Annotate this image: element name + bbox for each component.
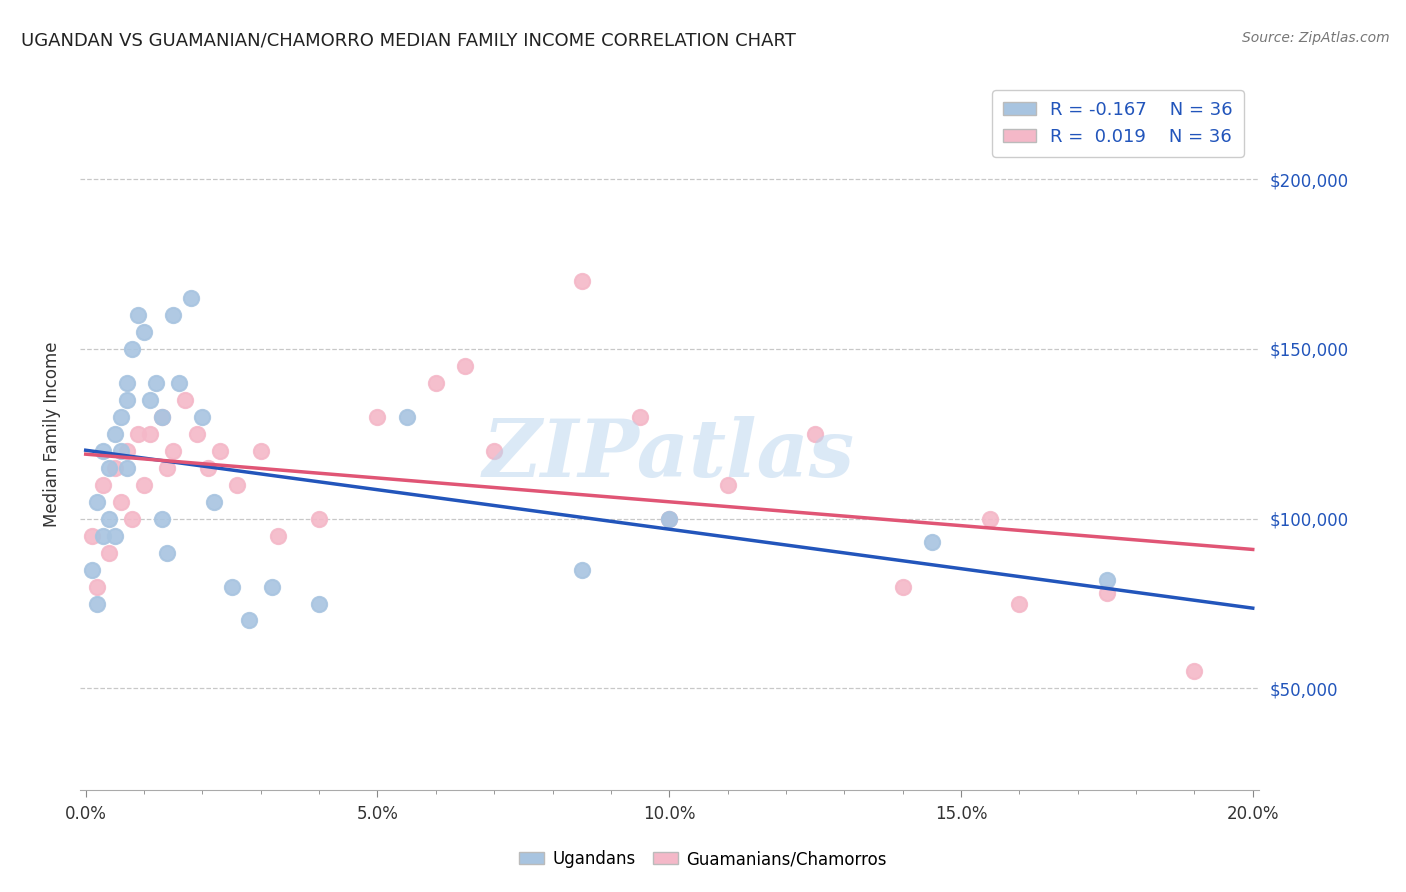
Point bbox=[425, 376, 447, 390]
Point bbox=[366, 409, 388, 424]
Point bbox=[167, 376, 190, 390]
Point bbox=[482, 443, 505, 458]
Point bbox=[571, 563, 593, 577]
Point bbox=[1095, 573, 1118, 587]
Point bbox=[226, 477, 249, 491]
Point bbox=[132, 477, 155, 491]
Point bbox=[91, 477, 114, 491]
Point bbox=[86, 580, 108, 594]
Point bbox=[1182, 665, 1205, 679]
Point bbox=[127, 308, 149, 322]
Point bbox=[115, 392, 138, 407]
Point bbox=[156, 546, 179, 560]
Text: ZIPatlas: ZIPatlas bbox=[484, 417, 855, 494]
Point bbox=[80, 528, 103, 542]
Point bbox=[249, 443, 271, 458]
Point bbox=[308, 511, 330, 525]
Point bbox=[145, 376, 167, 390]
Point bbox=[571, 274, 593, 288]
Point bbox=[891, 580, 914, 594]
Point bbox=[1095, 586, 1118, 600]
Point bbox=[115, 376, 138, 390]
Point bbox=[208, 443, 231, 458]
Point bbox=[104, 426, 127, 441]
Point bbox=[186, 426, 208, 441]
Point bbox=[804, 426, 827, 441]
Point bbox=[658, 511, 681, 525]
Point bbox=[110, 409, 132, 424]
Point bbox=[110, 443, 132, 458]
Point bbox=[628, 409, 651, 424]
Point bbox=[115, 443, 138, 458]
Point bbox=[86, 597, 108, 611]
Point bbox=[156, 460, 179, 475]
Point bbox=[180, 291, 202, 305]
Point bbox=[150, 409, 173, 424]
Point bbox=[454, 359, 477, 373]
Point bbox=[174, 392, 197, 407]
Text: Source: ZipAtlas.com: Source: ZipAtlas.com bbox=[1241, 31, 1389, 45]
Point bbox=[191, 409, 214, 424]
Point bbox=[150, 511, 173, 525]
Point bbox=[395, 409, 418, 424]
Point bbox=[86, 494, 108, 508]
Point bbox=[197, 460, 219, 475]
Point bbox=[139, 426, 162, 441]
Point bbox=[121, 342, 143, 356]
Point bbox=[98, 511, 121, 525]
Point bbox=[202, 494, 225, 508]
Point bbox=[139, 392, 162, 407]
Point bbox=[132, 325, 155, 339]
Point bbox=[979, 511, 1001, 525]
Point bbox=[80, 563, 103, 577]
Point bbox=[1008, 597, 1031, 611]
Legend: Ugandans, Guamanians/Chamorros: Ugandans, Guamanians/Chamorros bbox=[513, 844, 893, 875]
Point bbox=[91, 443, 114, 458]
Point bbox=[221, 580, 243, 594]
Point bbox=[658, 511, 681, 525]
Text: UGANDAN VS GUAMANIAN/CHAMORRO MEDIAN FAMILY INCOME CORRELATION CHART: UGANDAN VS GUAMANIAN/CHAMORRO MEDIAN FAM… bbox=[21, 31, 796, 49]
Point bbox=[267, 528, 290, 542]
Point bbox=[110, 494, 132, 508]
Point bbox=[921, 535, 943, 549]
Legend: R = -0.167    N = 36, R =  0.019    N = 36: R = -0.167 N = 36, R = 0.019 N = 36 bbox=[993, 90, 1244, 157]
Point bbox=[262, 580, 284, 594]
Point bbox=[91, 528, 114, 542]
Point bbox=[162, 443, 184, 458]
Point bbox=[98, 460, 121, 475]
Point bbox=[716, 477, 738, 491]
Point bbox=[104, 528, 127, 542]
Point bbox=[98, 546, 121, 560]
Y-axis label: Median Family Income: Median Family Income bbox=[44, 341, 60, 526]
Point bbox=[238, 614, 260, 628]
Point bbox=[162, 308, 184, 322]
Point bbox=[104, 460, 127, 475]
Point bbox=[127, 426, 149, 441]
Point bbox=[150, 409, 173, 424]
Point bbox=[121, 511, 143, 525]
Point bbox=[308, 597, 330, 611]
Point bbox=[115, 460, 138, 475]
